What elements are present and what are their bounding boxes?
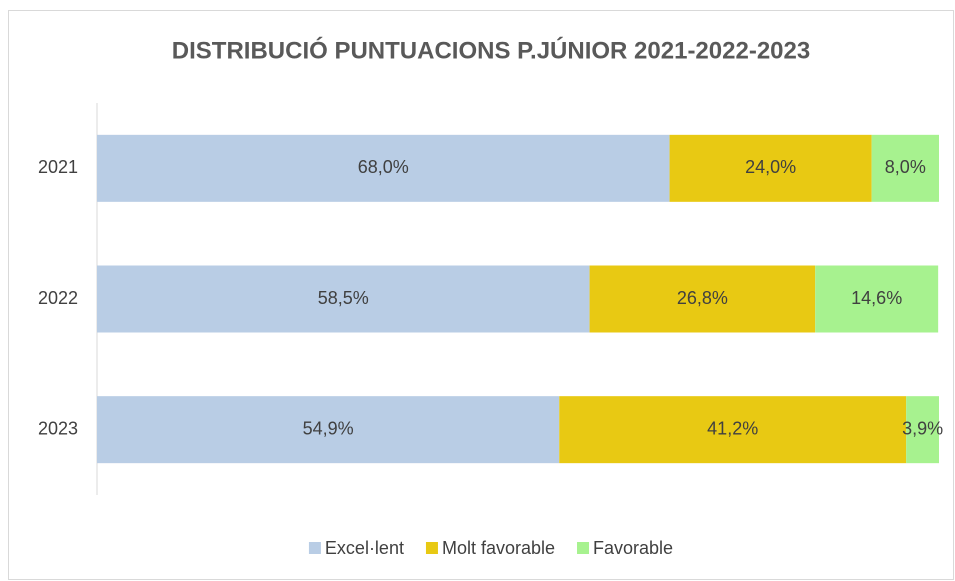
legend-swatch (577, 542, 590, 554)
data-label: 26,8% (677, 288, 728, 308)
legend-label: Favorable (593, 538, 673, 558)
bar-segment (669, 134, 872, 202)
data-label: 68,0% (358, 157, 409, 177)
legend-label: Molt favorable (442, 538, 555, 558)
y-tick-label: 2022 (38, 288, 78, 308)
legend-swatch (308, 542, 321, 554)
bar-segment (97, 134, 670, 202)
bar-segment (815, 265, 939, 333)
bar-segment (871, 134, 939, 202)
data-label: 14,6% (851, 288, 902, 308)
data-label: 41,2% (707, 418, 758, 438)
data-label: 58,5% (318, 288, 369, 308)
legend-swatch (425, 542, 438, 554)
legend-label: Excel·lent (325, 538, 404, 558)
data-label: 3,9% (902, 418, 943, 438)
data-label: 24,0% (745, 157, 796, 177)
data-label: 8,0% (885, 157, 926, 177)
y-tick-label: 2023 (38, 418, 78, 438)
y-tick-label: 2021 (38, 157, 78, 177)
chart-title: DISTRIBUCIÓ PUNTUACIONS P.JÚNIOR 2021-20… (172, 36, 810, 64)
bar-segment (97, 396, 560, 464)
bar-segment (559, 396, 907, 464)
bar-segment (97, 265, 590, 333)
bar-segment (906, 396, 939, 464)
bar-segment (589, 265, 816, 333)
data-label: 54,9% (303, 418, 354, 438)
